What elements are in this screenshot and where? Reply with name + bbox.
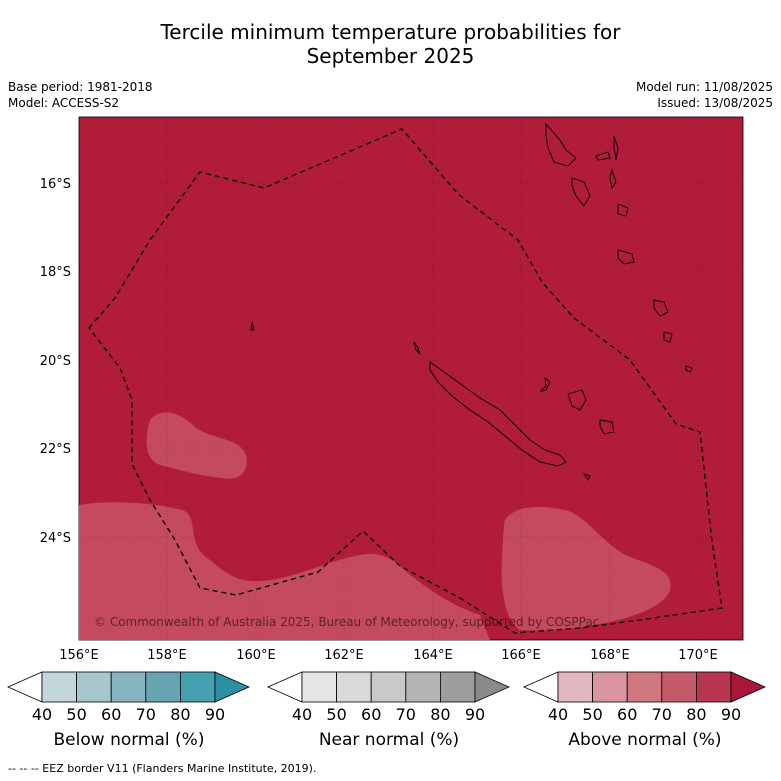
model-run: Model run: 11/08/2025: [635, 80, 773, 94]
grid: [79, 117, 743, 640]
lat-label: 20°S: [40, 354, 71, 369]
near-band: [336, 671, 372, 703]
light-zone-southwest: [79, 502, 490, 640]
below-tick-label: 50: [66, 705, 86, 724]
island-matthew: [685, 365, 693, 373]
model-name: Model: ACCESS-S2: [8, 96, 120, 110]
below-band: [76, 671, 112, 703]
lat-label: 22°S: [40, 442, 71, 457]
lon-label: 166°E: [501, 648, 541, 663]
below-tick-label: 80: [170, 705, 190, 724]
near-tick-label: 70: [396, 705, 416, 724]
copyright-notice: © Commonwealth of Australia 2025, Bureau…: [94, 615, 599, 629]
island-pentecost: [609, 168, 617, 190]
above-band: [696, 671, 732, 703]
below-tick-label: 60: [101, 705, 121, 724]
island-erromango: [617, 249, 635, 265]
lat-label: 16°S: [40, 177, 71, 192]
lon-label: 158°E: [147, 648, 187, 663]
near-band: [439, 671, 476, 703]
legend-near-normal: 40 50 60 70 80 90: [267, 671, 510, 724]
eez-footer-note: -- -- -- EEZ border V11 (Flanders Marine…: [8, 762, 317, 775]
below-band: [145, 671, 181, 703]
lat-label: 18°S: [40, 265, 71, 280]
island-ouvea: [539, 376, 551, 393]
legend-below-normal: 40 50 60 70 80 90: [7, 671, 250, 724]
below-tick-label: 90: [205, 705, 225, 724]
below-band: [41, 671, 77, 703]
near-tick-label: 40: [292, 705, 312, 724]
island-lifou: [567, 389, 587, 411]
lon-label: 156°E: [59, 648, 99, 663]
near-tick-label: 50: [326, 705, 346, 724]
island-belep: [413, 341, 421, 355]
island-chesterfield: [250, 321, 255, 331]
above-tick-label: 60: [617, 705, 637, 724]
lon-labels: 156°E 158°E 160°E 162°E 164°E 166°E 168°…: [59, 648, 718, 663]
lat-labels: 16°S 18°S 20°S 22°S 24°S: [40, 177, 71, 546]
lon-label: 162°E: [324, 648, 364, 663]
island-espiritu-santo: [545, 122, 577, 167]
island-efate: [617, 203, 629, 217]
above-arrow-low: [523, 671, 559, 703]
base-period: Base period: 1981-2018: [8, 80, 153, 94]
near-tick-label: 60: [361, 705, 381, 724]
island-malekula: [571, 177, 591, 207]
near-arrow-high: [474, 671, 510, 703]
below-band: [179, 671, 216, 703]
lon-label: 170°E: [678, 648, 718, 663]
island-pines: [582, 473, 591, 481]
legend-above-label: Above normal (%): [568, 730, 722, 750]
above-band: [661, 671, 697, 703]
below-arrow-low: [7, 671, 43, 703]
below-tick-label: 40: [32, 705, 52, 724]
island-ambae: [595, 151, 611, 161]
above-band: [592, 671, 628, 703]
below-arrow-high: [214, 671, 250, 703]
light-zone-central-west: [146, 412, 247, 479]
near-arrow-low: [267, 671, 303, 703]
legend-below-label: Below normal (%): [53, 730, 205, 750]
island-new-caledonia: [429, 361, 567, 467]
issued-date: Issued: 13/08/2025: [657, 96, 773, 110]
near-tick-label: 80: [430, 705, 450, 724]
meta-right: Model run: 11/08/2025 Issued: 13/08/2025: [636, 79, 773, 111]
light-zone-southeast: [501, 507, 671, 631]
lon-label: 164°E: [413, 648, 453, 663]
near-band: [301, 671, 337, 703]
island-mare: [599, 419, 615, 435]
title-line-2: September 2025: [306, 44, 475, 68]
above-arrow-high: [730, 671, 766, 703]
above-tick-label: 80: [686, 705, 706, 724]
legend-above-normal: 40 50 60 70 80 90: [523, 671, 766, 724]
legend-near-label: Near normal (%): [318, 730, 460, 750]
near-band: [405, 671, 441, 703]
below-tick-label: 70: [136, 705, 156, 724]
eez-border: [88, 128, 723, 634]
above-tick-label: 50: [582, 705, 602, 724]
above-tick-label: 70: [652, 705, 672, 724]
lon-label: 168°E: [590, 648, 630, 663]
meta-left: Base period: 1981-2018 Model: ACCESS-S2: [8, 79, 153, 111]
near-band: [370, 671, 407, 703]
near-tick-label: 90: [465, 705, 485, 724]
lon-label: 160°E: [236, 648, 276, 663]
island-aneityum: [663, 331, 673, 343]
map-title: Tercile minimum temperature probabilitie…: [0, 20, 781, 68]
above-tick-label: 40: [548, 705, 568, 724]
below-band: [110, 671, 147, 703]
island-maewo: [613, 135, 619, 161]
lat-label: 24°S: [40, 531, 71, 546]
title-line-1: Tercile minimum temperature probabilitie…: [160, 20, 621, 44]
above-band: [626, 671, 663, 703]
above-tick-label: 90: [721, 705, 741, 724]
above-band: [557, 671, 593, 703]
island-tanna: [653, 299, 669, 317]
